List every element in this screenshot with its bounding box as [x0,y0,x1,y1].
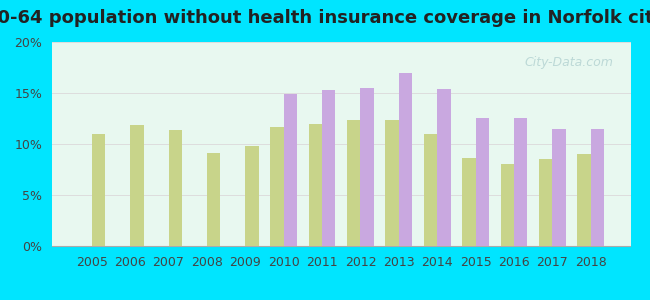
Bar [130,124,144,246]
Bar [347,119,361,246]
Bar [168,130,182,246]
Bar [514,118,527,246]
Bar [322,90,335,246]
Text: City-Data.com: City-Data.com [525,56,613,69]
Bar [577,154,591,246]
Bar [385,119,399,246]
Bar [437,89,450,246]
Bar [270,127,283,246]
Bar [424,134,437,246]
Bar [476,118,489,246]
Bar [309,124,322,246]
Bar [591,129,604,246]
Bar [539,159,552,246]
Bar [399,73,412,246]
Bar [500,164,514,246]
Bar [462,158,476,246]
Text: 50-64 population without health insurance coverage in Norfolk city: 50-64 population without health insuranc… [0,9,650,27]
Bar [283,94,297,246]
Bar [92,134,105,246]
Bar [552,129,566,246]
Bar [361,88,374,246]
Bar [245,146,259,246]
Bar [207,153,220,246]
